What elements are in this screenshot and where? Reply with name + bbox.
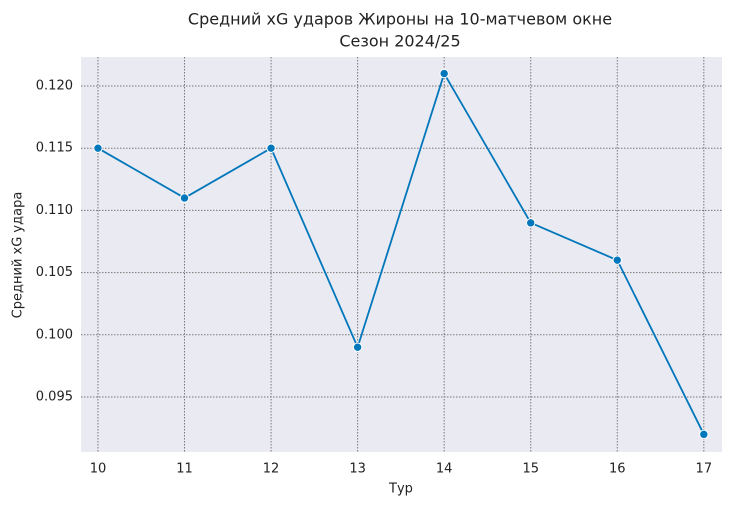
y-tick-label: 0.115 xyxy=(36,141,73,156)
x-tick-label: 17 xyxy=(696,462,713,477)
x-axis-label: Тур xyxy=(388,482,413,497)
marker xyxy=(526,218,536,228)
y-tick-label: 0.095 xyxy=(36,390,73,405)
x-tick-label: 10 xyxy=(90,462,107,477)
y-tick-label: 0.120 xyxy=(36,78,73,93)
x-tick-label: 13 xyxy=(349,462,366,477)
line xyxy=(97,71,705,435)
x-tick-label: 15 xyxy=(522,462,539,477)
y-tick-label: 0.105 xyxy=(36,265,73,280)
x-tick-label: 11 xyxy=(176,462,193,477)
marker xyxy=(439,68,449,79)
y-axis-label: Средний xG удара xyxy=(11,192,26,319)
x-tick-label: 12 xyxy=(263,462,280,477)
marker xyxy=(612,255,622,265)
marker xyxy=(266,143,276,153)
marker xyxy=(179,193,190,203)
x-tick-label: 16 xyxy=(609,462,626,477)
plot-area xyxy=(81,57,722,452)
x-tick-label: 14 xyxy=(436,462,453,477)
chart-subtitle: Сезон 2024/25 xyxy=(339,32,460,51)
chart-title: Средний xG ударов Жироны на 10-матчевом … xyxy=(188,10,612,29)
y-tick-label: 0.110 xyxy=(36,203,73,218)
y-tick-label: 0.100 xyxy=(36,327,73,342)
marker xyxy=(93,143,103,153)
marker xyxy=(699,429,709,440)
marker xyxy=(352,342,363,352)
